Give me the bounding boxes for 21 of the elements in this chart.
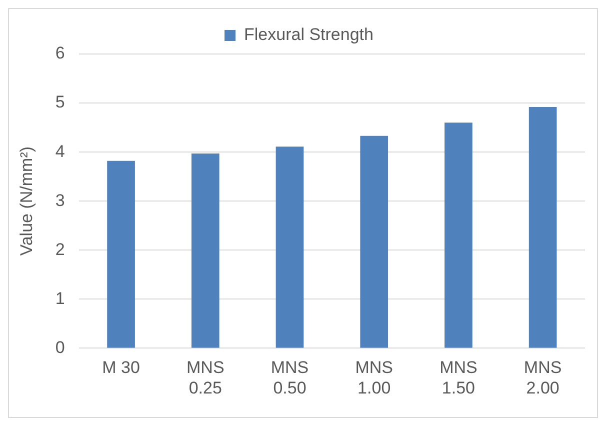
bar: [276, 146, 304, 348]
y-tick-label: 6: [55, 44, 65, 63]
x-tick-label: MNS 1.50: [440, 358, 478, 398]
bar: [360, 136, 388, 348]
x-tick-label: MNS 1.00: [355, 358, 393, 398]
y-tick-label: 1: [55, 288, 65, 308]
y-axis-title: Value (N/mm²): [16, 146, 36, 256]
y-tick-label: 5: [55, 92, 65, 112]
legend-label: Flexural Strength: [244, 25, 374, 44]
x-tick-label: MNS 2.00: [524, 358, 562, 398]
y-tick-label: 0: [55, 338, 65, 357]
bar: [528, 106, 557, 348]
bar: [444, 122, 472, 348]
y-tick-label: 4: [55, 142, 65, 161]
bar: [191, 154, 220, 348]
x-tick-label: MNS 0.50: [270, 358, 309, 398]
bar: [107, 160, 135, 348]
x-tick-label: MNS 0.25: [186, 358, 224, 398]
y-tick-label: 3: [55, 190, 65, 210]
y-tick-label: 2: [55, 240, 65, 259]
x-tick-label: M 30: [102, 358, 140, 378]
